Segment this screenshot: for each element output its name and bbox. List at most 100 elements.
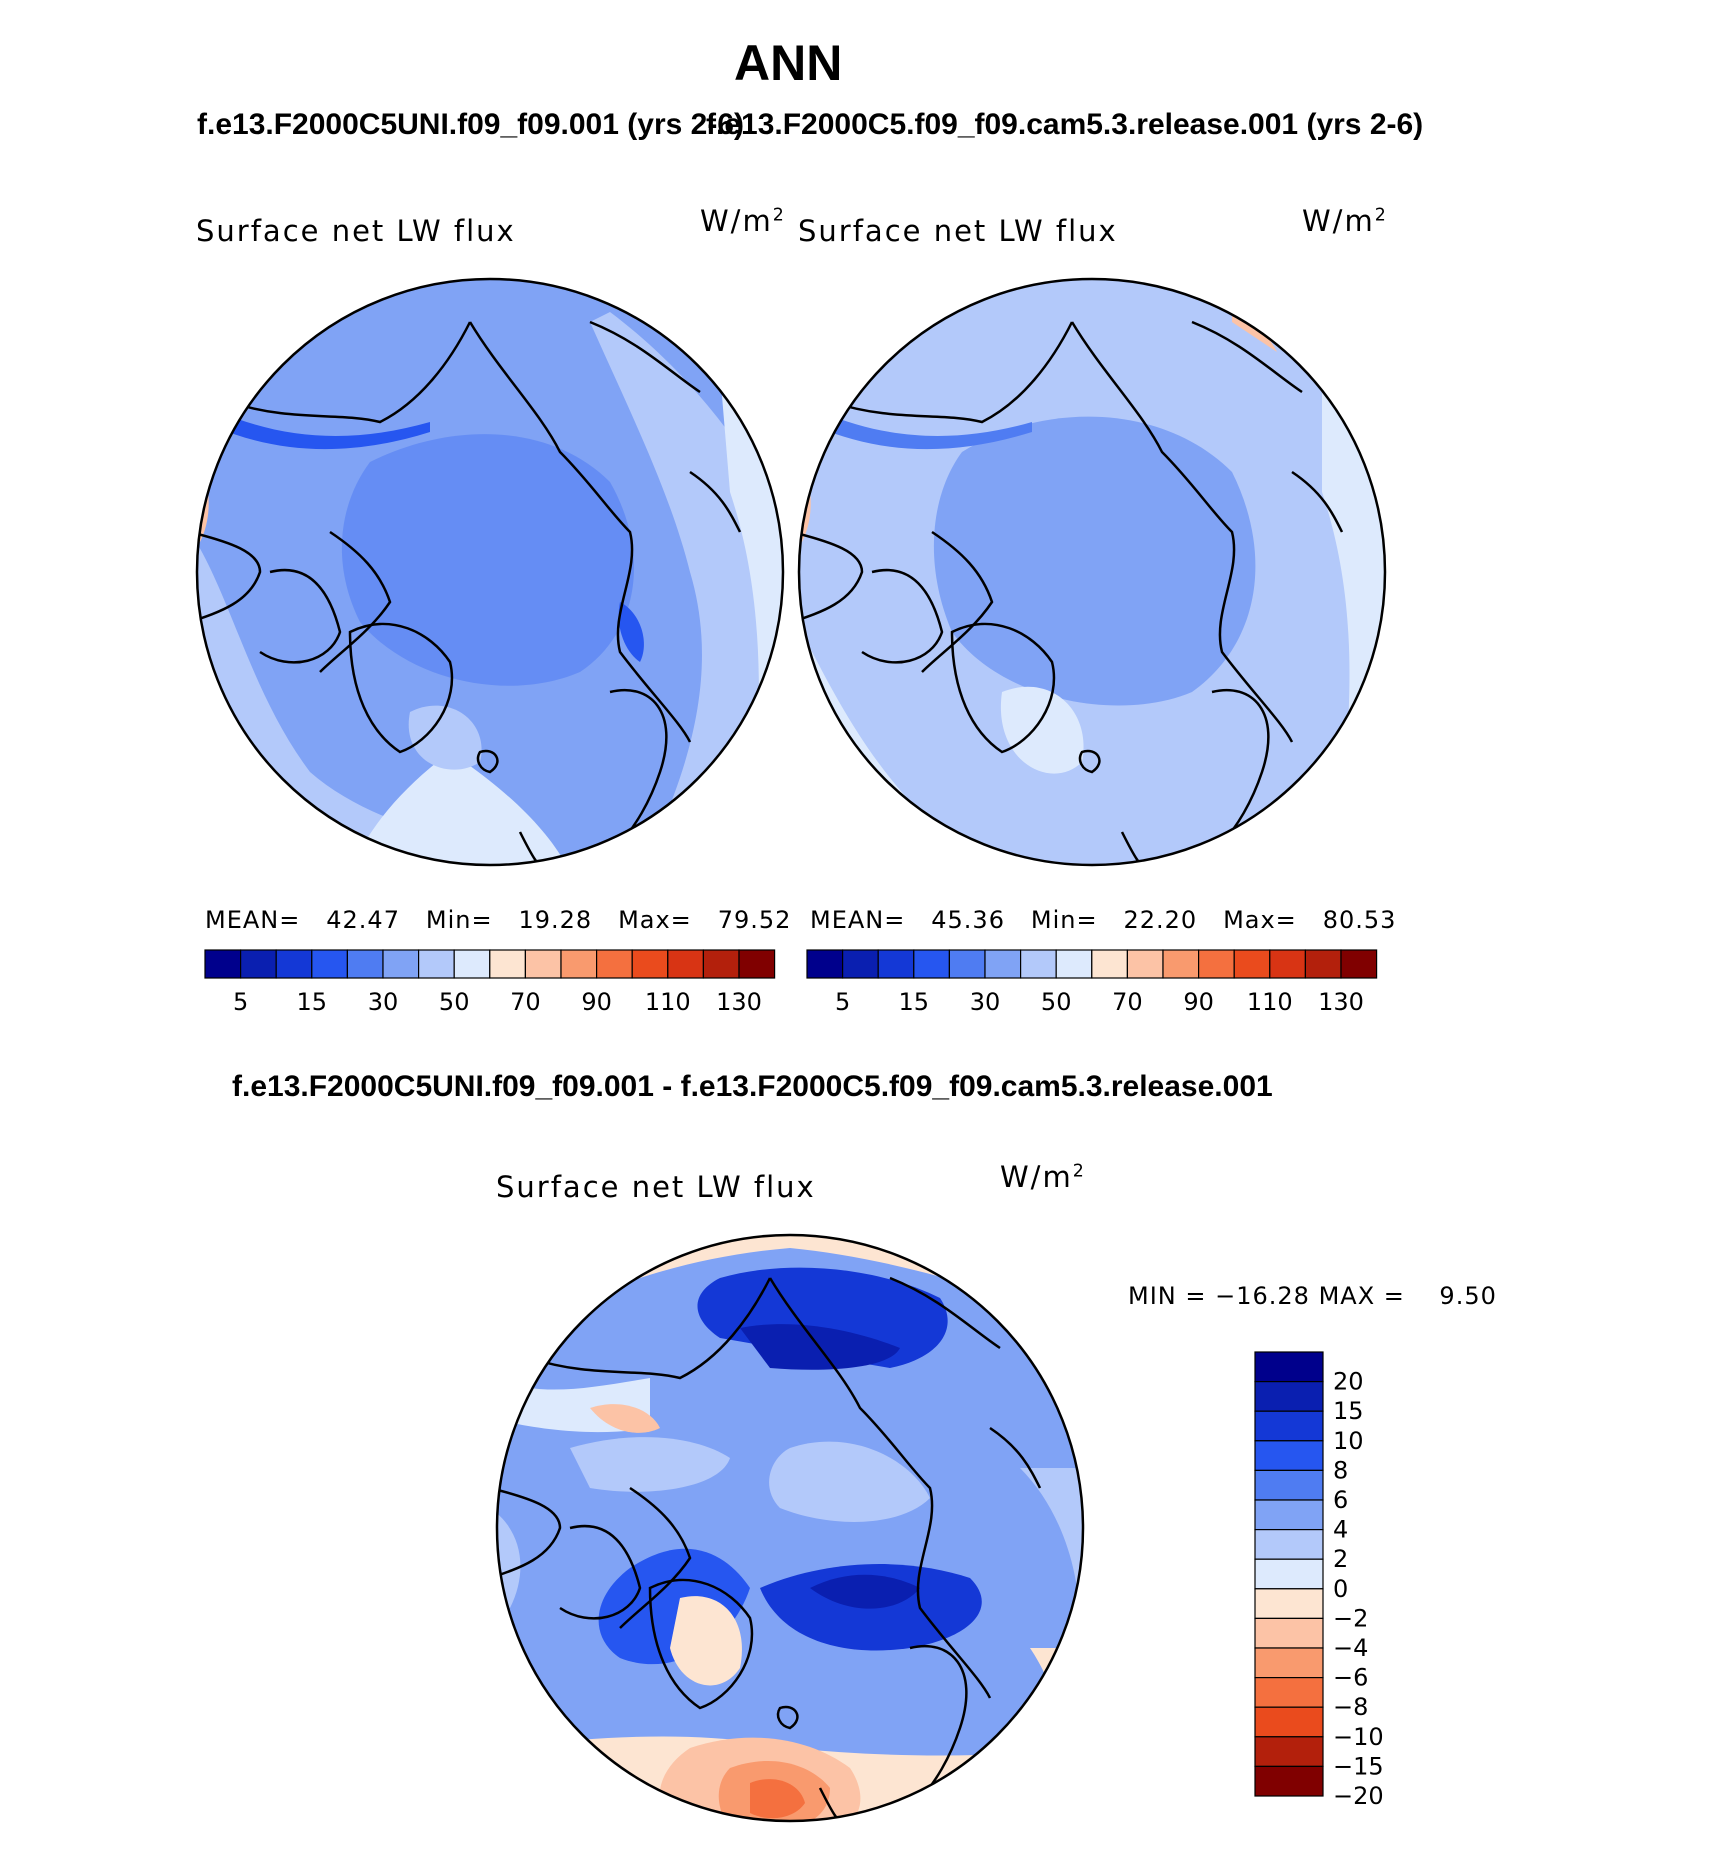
colorbar-box [275,949,313,979]
colorbar-box [841,949,879,979]
colorbar-tick-label: 10 [1333,1427,1364,1455]
diff-units: W/m2 [1000,1160,1086,1194]
colorbar-box [1254,1381,1324,1412]
colorbar-tick-label: 15 [899,988,930,1016]
colorbar-box [453,949,491,979]
colorbar-tick-label: −8 [1333,1693,1368,1721]
colorbar-box [738,949,776,979]
colorbar-tick-label: 50 [439,988,470,1016]
colorbar-box [631,949,669,979]
colorbar-tick-label: 130 [716,988,762,1016]
panel-a-variable-label: Surface net LW flux [196,214,516,248]
diff-variable-label: Surface net LW flux [496,1170,816,1204]
colorbar-box [1254,1558,1324,1590]
colorbar-tick-label: 90 [1183,988,1214,1016]
colorbar-box [1304,949,1342,979]
colorbar-box [1254,1765,1324,1797]
colorbar-box [1254,1706,1324,1738]
colorbar-tick-label: 30 [970,988,1001,1016]
colorbar-tick-label: 20 [1333,1368,1364,1396]
colorbar-tick-label: 50 [1041,988,1072,1016]
colorbar-box [1340,949,1378,979]
colorbar-box [1055,949,1093,979]
colorbar-tick-label: −6 [1333,1664,1368,1692]
colorbar-tick-label: 4 [1333,1516,1348,1544]
colorbar-box [1020,949,1057,979]
case-a-years: (yrs 2-6) [627,108,744,141]
colorbar-tick-label: −4 [1333,1634,1368,1662]
colorbar-box [1269,949,1306,979]
colorbar-box [667,949,704,979]
map-case-a [195,277,785,867]
colorbar-box [1198,949,1235,979]
colorbar-tick-label: 130 [1318,988,1364,1016]
colorbar-tick-label: 70 [1112,988,1143,1016]
colorbar-tick-label: 90 [581,988,612,1016]
colorbar-box [560,949,598,979]
case-a-title: f.e13.F2000C5UNI.f09_f09.001 (yrs 2-6) [197,108,744,142]
colorbar-tick-label: 15 [297,988,328,1016]
colorbar-tick-label: 110 [1247,988,1293,1016]
colorbar-box [702,949,740,979]
colorbar-box [1162,949,1200,979]
colorbar-box [1254,1499,1324,1531]
case-a-name: f.e13.F2000C5UNI.f09_f09.001 [197,108,619,141]
colorbar-tick-label: 0 [1333,1575,1348,1603]
colorbar-box [239,949,277,979]
colorbar-box [1254,1617,1324,1649]
panel-b-stats: MEAN= 45.36 Min= 22.20 Max= 80.53 [810,906,1397,934]
colorbar-box [1254,1736,1324,1767]
colorbar-tick-label: −15 [1333,1752,1384,1780]
case-b-title: f.e13.F2000C5.f09_f09.cam5.3.release.001… [706,108,1423,142]
colorbar-box [204,949,242,979]
map-difference [495,1233,1085,1823]
colorbar-tick-label: 5 [835,988,850,1016]
case-b-years: (yrs 2-6) [1306,108,1424,141]
colorbar-box [1254,1677,1324,1708]
colorbar-box [806,949,844,979]
panel-b-units: W/m2 [1302,204,1388,238]
main-title: ANN [734,35,843,91]
diff-min-max: MIN = −16.28 MAX = 9.50 [1128,1282,1497,1310]
colorbar-tick-label: 15 [1333,1397,1364,1425]
colorbar-tick-label: 70 [510,988,541,1016]
colorbar-box [418,949,455,979]
colorbar-tick-label: 110 [645,988,691,1016]
colorbar-tick-label: −2 [1333,1604,1368,1632]
diff-title: f.e13.F2000C5UNI.f09_f09.001 - f.e13.F20… [232,1070,1273,1103]
panel-b-variable-label: Surface net LW flux [798,214,1118,248]
colorbar-box [1233,949,1271,979]
colorbar-tick-label: 8 [1333,1456,1348,1484]
case-b-name: f.e13.F2000C5.f09_f09.cam5.3.release.001 [706,108,1299,141]
map-case-b [797,277,1387,867]
colorbar-box [382,949,420,979]
colorbar-tick-label: −20 [1333,1782,1384,1810]
colorbar-box [877,949,915,979]
colorbar-box [913,949,951,979]
colorbar-box [948,949,986,979]
colorbar-box [311,949,349,979]
colorbar-tick-label: 6 [1333,1486,1348,1514]
colorbar-box [1254,1351,1324,1383]
colorbar-box [1254,1469,1324,1501]
colorbar-box [489,949,526,979]
colorbar-box [1254,1647,1324,1679]
colorbar-box [984,949,1022,979]
colorbar-tick-label: −10 [1333,1723,1384,1751]
colorbar-box [1091,949,1128,979]
colorbar-box [1254,1410,1324,1442]
colorbar-box [346,949,384,979]
colorbar-box [1254,1529,1324,1560]
panel-a-units: W/m2 [700,204,786,238]
colorbar-tick-label: 5 [233,988,248,1016]
colorbar-tick-label: 2 [1333,1545,1348,1573]
colorbar-tick-label: 30 [368,988,399,1016]
colorbar-case-a: 5 15 30 50 70 90 110 130 [204,949,776,1016]
colorbar-box [1126,949,1164,979]
colorbar-box [1254,1588,1324,1620]
colorbar-box [596,949,633,979]
panel-a-stats: MEAN= 42.47 Min= 19.28 Max= 79.52 [205,906,792,934]
colorbar-case-b: 5 15 30 50 70 90 110 130 [806,949,1378,1016]
colorbar-box [524,949,562,979]
